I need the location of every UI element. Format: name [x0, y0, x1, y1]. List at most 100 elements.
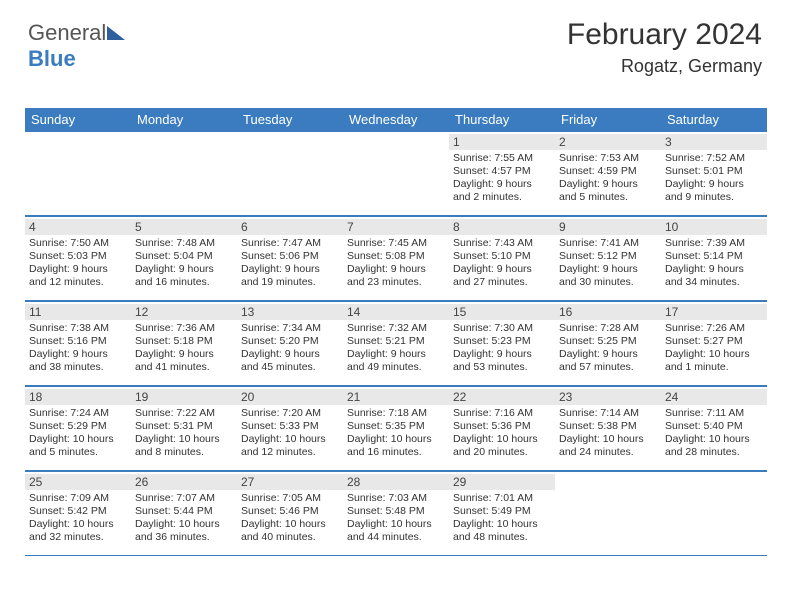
day-number: 9 — [555, 219, 661, 235]
sunset-line: Sunset: 5:25 PM — [559, 335, 657, 348]
sunrise-line: Sunrise: 7:50 AM — [29, 237, 127, 250]
sunset-line: Sunset: 5:20 PM — [241, 335, 339, 348]
day-cell: 15Sunrise: 7:30 AMSunset: 5:23 PMDayligh… — [449, 301, 555, 385]
sunrise-line: Sunrise: 7:11 AM — [665, 407, 763, 420]
sunrise-line: Sunrise: 7:47 AM — [241, 237, 339, 250]
sunset-line: Sunset: 5:27 PM — [665, 335, 763, 348]
sunset-line: Sunset: 5:12 PM — [559, 250, 657, 263]
sunrise-line: Sunrise: 7:38 AM — [29, 322, 127, 335]
logo-text-b: Blue — [28, 46, 76, 71]
sunset-line: Sunset: 5:01 PM — [665, 165, 763, 178]
day-number: 25 — [25, 474, 131, 490]
day-number: 2 — [555, 134, 661, 150]
day-cell — [131, 131, 237, 215]
daylight-line: Daylight: 10 hours and 40 minutes. — [241, 518, 339, 544]
sunset-line: Sunset: 5:46 PM — [241, 505, 339, 518]
sunrise-line: Sunrise: 7:18 AM — [347, 407, 445, 420]
week-row: 11 Sunrise: 7:38 AMSunset: 5:16 PM Dayligh… — [25, 301, 767, 386]
day-number: 4 — [25, 219, 131, 235]
daylight-line: Daylight: 10 hours and 36 minutes. — [135, 518, 233, 544]
weekday-header-row: SundayMondayTuesdayWednesdayThursdayFrid… — [25, 108, 767, 131]
sunset-line: Sunset: 5:40 PM — [665, 420, 763, 433]
day-number: 28 — [343, 474, 449, 490]
title-block: February 2024 Rogatz, Germany — [567, 18, 762, 77]
day-number: 13 — [237, 304, 343, 320]
sunrise-line: Sunrise: 7:30 AM — [453, 322, 551, 335]
day-cell — [343, 131, 449, 215]
daylight-line: Daylight: 9 hours and 53 minutes. — [453, 348, 551, 374]
sunset-line: Sunset: 5:33 PM — [241, 420, 339, 433]
day-number — [661, 474, 767, 490]
day-cell: 23Sunrise: 7:14 AMSunset: 5:38 PMDayligh… — [555, 386, 661, 470]
day-cell: 7Sunrise: 7:45 AMSunset: 5:08 PMDaylight… — [343, 216, 449, 300]
sunrise-line: Sunrise: 7:09 AM — [29, 492, 127, 505]
sunset-line: Sunset: 5:44 PM — [135, 505, 233, 518]
daylight-line: Daylight: 10 hours and 16 minutes. — [347, 433, 445, 459]
weekday-header: Sunday — [25, 108, 131, 131]
sunrise-line: Sunrise: 7:20 AM — [241, 407, 339, 420]
day-number: 15 — [449, 304, 555, 320]
sunrise-line: Sunrise: 7:32 AM — [347, 322, 445, 335]
logo: General Blue — [28, 20, 125, 72]
sunset-line: Sunset: 5:04 PM — [135, 250, 233, 263]
sunrise-line: Sunrise: 7:41 AM — [559, 237, 657, 250]
day-cell: 14Sunrise: 7:32 AMSunset: 5:21 PMDayligh… — [343, 301, 449, 385]
day-number: 16 — [555, 304, 661, 320]
day-number — [237, 134, 343, 150]
day-number — [343, 134, 449, 150]
day-number: 24 — [661, 389, 767, 405]
sunrise-line: Sunrise: 7:34 AM — [241, 322, 339, 335]
sunrise-line: Sunrise: 7:05 AM — [241, 492, 339, 505]
day-number: 6 — [237, 219, 343, 235]
day-cell: 9 Sunrise: 7:41 AMSunset: 5:12 PMDaylight… — [555, 216, 661, 300]
sunrise-line: Sunrise: 7:36 AM — [135, 322, 233, 335]
sunrise-line: Sunrise: 7:14 AM — [559, 407, 657, 420]
day-number: 3 — [661, 134, 767, 150]
daylight-line: Daylight: 10 hours and 44 minutes. — [347, 518, 445, 544]
day-cell: 28Sunrise: 7:03 AMSunset: 5:48 PMDayligh… — [343, 471, 449, 555]
sunset-line: Sunset: 5:03 PM — [29, 250, 127, 263]
daylight-line: Daylight: 9 hours and 2 minutes. — [453, 178, 551, 204]
logo-triangle-icon — [107, 26, 125, 40]
sunset-line: Sunset: 5:42 PM — [29, 505, 127, 518]
sunrise-line: Sunrise: 7:43 AM — [453, 237, 551, 250]
day-cell: 6Sunrise: 7:47 AMSunset: 5:06 PMDaylight… — [237, 216, 343, 300]
sunset-line: Sunset: 5:16 PM — [29, 335, 127, 348]
day-number: 20 — [237, 389, 343, 405]
daylight-line: Daylight: 10 hours and 32 minutes. — [29, 518, 127, 544]
day-cell: 21Sunrise: 7:18 AMSunset: 5:35 PMDayligh… — [343, 386, 449, 470]
location-label: Rogatz, Germany — [567, 56, 762, 77]
day-number: 12 — [131, 304, 237, 320]
daylight-line: Daylight: 10 hours and 28 minutes. — [665, 433, 763, 459]
day-number: 18 — [25, 389, 131, 405]
sunrise-line: Sunrise: 7:52 AM — [665, 152, 763, 165]
day-number: 5 — [131, 219, 237, 235]
day-number: 26 — [131, 474, 237, 490]
daylight-line: Daylight: 9 hours and 45 minutes. — [241, 348, 339, 374]
day-number: 19 — [131, 389, 237, 405]
daylight-line: Daylight: 9 hours and 9 minutes. — [665, 178, 763, 204]
daylight-line: Daylight: 10 hours and 5 minutes. — [29, 433, 127, 459]
sunrise-line: Sunrise: 7:03 AM — [347, 492, 445, 505]
day-number — [555, 474, 661, 490]
day-cell: 10Sunrise: 7:39 AMSunset: 5:14 PMDayligh… — [661, 216, 767, 300]
day-cell: 5Sunrise: 7:48 AMSunset: 5:04 PMDaylight… — [131, 216, 237, 300]
sunset-line: Sunset: 5:10 PM — [453, 250, 551, 263]
weekday-header: Wednesday — [343, 108, 449, 131]
page-title: February 2024 — [567, 18, 762, 52]
daylight-line: Daylight: 10 hours and 48 minutes. — [453, 518, 551, 544]
sunset-line: Sunset: 5:35 PM — [347, 420, 445, 433]
day-cell: 27Sunrise: 7:05 AMSunset: 5:46 PMDayligh… — [237, 471, 343, 555]
sunrise-line: Sunrise: 7:22 AM — [135, 407, 233, 420]
day-cell: 3 Sunrise: 7:52 AMSunset: 5:01 PMDaylight… — [661, 131, 767, 215]
daylight-line: Daylight: 9 hours and 30 minutes. — [559, 263, 657, 289]
weekday-header: Monday — [131, 108, 237, 131]
day-cell: 22Sunrise: 7:16 AMSunset: 5:36 PMDayligh… — [449, 386, 555, 470]
daylight-line: Daylight: 10 hours and 12 minutes. — [241, 433, 339, 459]
day-number: 11 — [25, 304, 131, 320]
day-cell: 24 Sunrise: 7:11 AMSunset: 5:40 PMDayligh… — [661, 386, 767, 470]
daylight-line: Daylight: 9 hours and 16 minutes. — [135, 263, 233, 289]
day-cell: 19Sunrise: 7:22 AMSunset: 5:31 PMDayligh… — [131, 386, 237, 470]
daylight-line: Daylight: 10 hours and 20 minutes. — [453, 433, 551, 459]
day-number: 14 — [343, 304, 449, 320]
